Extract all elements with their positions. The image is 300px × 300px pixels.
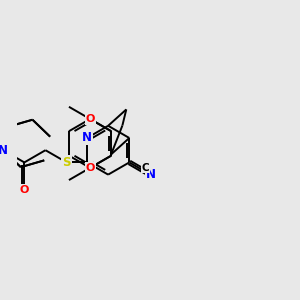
Text: S: S (62, 156, 71, 169)
Text: N: N (146, 168, 155, 181)
Text: O: O (85, 114, 95, 124)
Text: N: N (82, 131, 92, 145)
Text: C: C (142, 163, 150, 172)
Text: N: N (0, 144, 8, 157)
Text: O: O (85, 163, 95, 173)
Text: O: O (20, 184, 29, 195)
